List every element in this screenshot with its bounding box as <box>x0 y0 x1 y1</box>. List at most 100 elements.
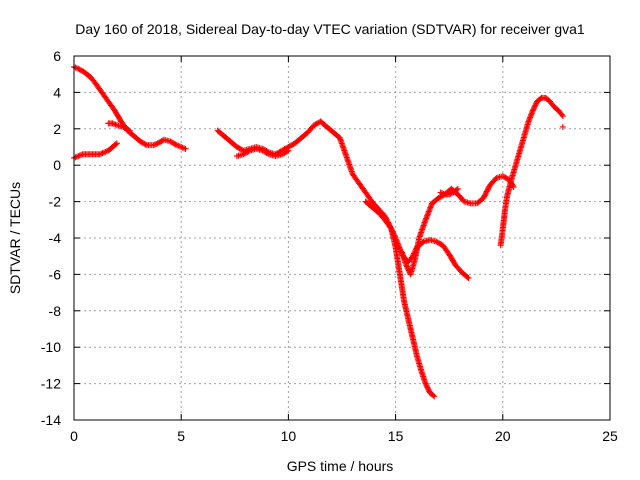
data-point <box>403 263 410 270</box>
data-point <box>151 141 158 148</box>
data-point <box>182 145 189 152</box>
data-point <box>425 385 432 392</box>
y-tick-label: -6 <box>49 266 62 282</box>
data-point <box>178 144 185 150</box>
data-point <box>150 142 157 149</box>
data-point <box>558 111 565 118</box>
data-point <box>389 228 396 235</box>
data-point <box>102 148 109 155</box>
series-seg-c <box>105 120 133 134</box>
data-point <box>424 384 431 391</box>
data-point <box>111 120 118 127</box>
data-point <box>245 148 252 155</box>
data-point <box>98 150 105 157</box>
data-point <box>532 101 539 108</box>
x-tick-label: 10 <box>281 428 297 444</box>
data-point <box>439 190 446 197</box>
chart-title: Day 160 of 2018, Sidereal Day-to-day VTE… <box>75 21 585 37</box>
y-tick-label: -10 <box>41 339 61 355</box>
series-seg-h <box>437 185 461 198</box>
series-seg-i <box>497 94 566 249</box>
data-point <box>284 148 291 155</box>
series-seg-a <box>71 63 189 152</box>
data-point <box>125 126 132 133</box>
grid-lines <box>74 56 610 420</box>
data-point <box>73 153 80 160</box>
data-point <box>96 151 103 158</box>
data-point <box>423 381 430 388</box>
x-tick-label: 15 <box>388 428 404 444</box>
data-point <box>264 150 271 157</box>
x-tick-label: 20 <box>495 428 511 444</box>
data-point <box>173 142 180 149</box>
data-point <box>425 387 432 394</box>
y-axis-label: SDTVAR / TECUs <box>7 182 23 294</box>
x-tick-label: 5 <box>177 428 185 444</box>
data-point <box>464 274 471 281</box>
data-point <box>446 191 453 198</box>
data-point <box>465 275 472 282</box>
data-point <box>440 190 447 197</box>
x-tick-label: 25 <box>602 428 618 444</box>
data-point <box>388 227 395 234</box>
data-point <box>454 185 461 192</box>
data-point <box>390 231 397 238</box>
data-point <box>179 144 186 151</box>
data-point <box>430 392 437 399</box>
data-point <box>112 121 119 128</box>
data-point <box>396 245 403 252</box>
y-tick-label: -8 <box>49 303 62 319</box>
data-point <box>390 229 397 236</box>
data-point <box>112 141 119 148</box>
y-tick-label: 0 <box>53 157 61 173</box>
data-point <box>447 190 454 197</box>
y-tick-label: 2 <box>53 121 61 137</box>
data-point <box>113 140 120 147</box>
data-point <box>559 113 566 120</box>
data-point <box>529 107 536 114</box>
data-point <box>391 233 398 240</box>
data-point <box>531 105 538 111</box>
data-point <box>530 106 537 113</box>
y-tick-label: -4 <box>49 230 62 246</box>
x-axis-label: GPS time / hours <box>287 458 394 474</box>
data-point <box>532 102 539 109</box>
data-point <box>531 103 538 110</box>
y-tick-label: -12 <box>41 376 61 392</box>
data-point <box>453 186 460 193</box>
data-point <box>391 232 398 239</box>
series-seg-b <box>71 140 120 161</box>
y-tick-label: 4 <box>53 84 61 100</box>
data-point <box>101 149 108 156</box>
data-point <box>431 393 438 400</box>
series-seg-j <box>559 123 566 130</box>
series-seg-e <box>233 145 292 160</box>
data-point <box>405 266 412 273</box>
data-point <box>153 140 160 147</box>
data-point <box>78 151 85 158</box>
data-point <box>176 143 183 150</box>
data-point <box>142 141 149 148</box>
data-point <box>175 142 182 149</box>
data-point <box>559 123 566 130</box>
data-point <box>172 141 179 148</box>
data-point <box>403 262 410 269</box>
data-point <box>423 383 430 390</box>
data-point <box>181 145 188 152</box>
data-point <box>76 152 83 159</box>
data-points <box>71 63 566 400</box>
y-tick-label: 6 <box>53 48 61 64</box>
data-point <box>404 264 411 271</box>
y-tick-label: -2 <box>49 194 62 210</box>
data-point <box>73 65 80 72</box>
data-point <box>285 147 292 154</box>
y-tick-label: -14 <box>41 412 61 428</box>
data-point <box>437 189 444 196</box>
data-point <box>99 150 106 157</box>
data-point <box>75 153 82 160</box>
data-point <box>126 127 133 134</box>
data-point <box>422 380 429 387</box>
data-point <box>388 225 395 232</box>
data-point <box>72 154 79 161</box>
